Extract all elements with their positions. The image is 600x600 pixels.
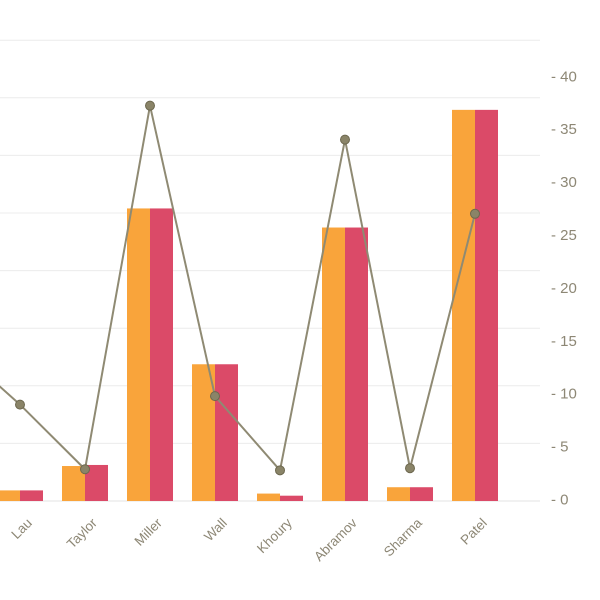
- x-axis-label-taylor: Taylor: [64, 515, 100, 551]
- y-axis-tick-label: - 30: [551, 174, 577, 191]
- bar-orange-sharma[interactable]: [387, 487, 410, 501]
- bar-pink-sharma[interactable]: [410, 487, 433, 501]
- y-axis-tick-label: - 20: [551, 280, 577, 297]
- y-axis-tick-label: - 40: [551, 68, 577, 85]
- x-axis-label-sharma: Sharma: [381, 515, 425, 559]
- line-marker-sharma[interactable]: [405, 463, 415, 474]
- x-axis-label-abramov: Abramov: [311, 515, 360, 564]
- bar-pink-khoury[interactable]: [280, 495, 303, 501]
- x-axis-label-wall: Wall: [201, 515, 230, 544]
- bar-pink-miller[interactable]: [150, 208, 173, 501]
- line-marker-lau[interactable]: [15, 399, 25, 410]
- bar-orange-khoury[interactable]: [257, 493, 280, 501]
- bar-orange-miller[interactable]: [127, 208, 150, 501]
- line-marker-wall[interactable]: [210, 391, 220, 402]
- y-axis-tick-label: - 35: [551, 121, 577, 138]
- y-axis-tick-label: - 25: [551, 227, 577, 244]
- x-axis-label-patel: Patel: [458, 515, 490, 547]
- bar-orange-abramov[interactable]: [322, 227, 345, 501]
- y-axis-tick-label: - 10: [551, 386, 577, 403]
- x-axis-label-khoury: Khoury: [254, 515, 295, 556]
- bar-pink-lau[interactable]: [20, 490, 43, 501]
- line-marker-taylor[interactable]: [80, 464, 90, 475]
- bar-pink-wall[interactable]: [215, 364, 238, 501]
- line-marker-miller[interactable]: [145, 100, 155, 111]
- y-axis-tick-label: - 15: [551, 333, 577, 350]
- line-marker-abramov[interactable]: [340, 134, 350, 145]
- bar-orange-lau[interactable]: [0, 490, 20, 501]
- y-axis-tick-label: - 0: [551, 492, 569, 509]
- bar-orange-wall[interactable]: [192, 364, 215, 501]
- line-marker-khoury[interactable]: [275, 465, 285, 476]
- bar-pink-taylor[interactable]: [85, 464, 108, 501]
- x-axis-label-lau: Lau: [8, 515, 35, 542]
- y-axis-tick-label: - 5: [551, 439, 569, 456]
- bar-pink-patel[interactable]: [475, 109, 498, 502]
- x-axis-label-miller: Miller: [131, 515, 165, 549]
- bar-pink-abramov[interactable]: [345, 227, 368, 501]
- bar-orange-taylor[interactable]: [62, 466, 85, 501]
- line-marker-patel[interactable]: [470, 208, 480, 219]
- bar-orange-patel[interactable]: [452, 109, 475, 502]
